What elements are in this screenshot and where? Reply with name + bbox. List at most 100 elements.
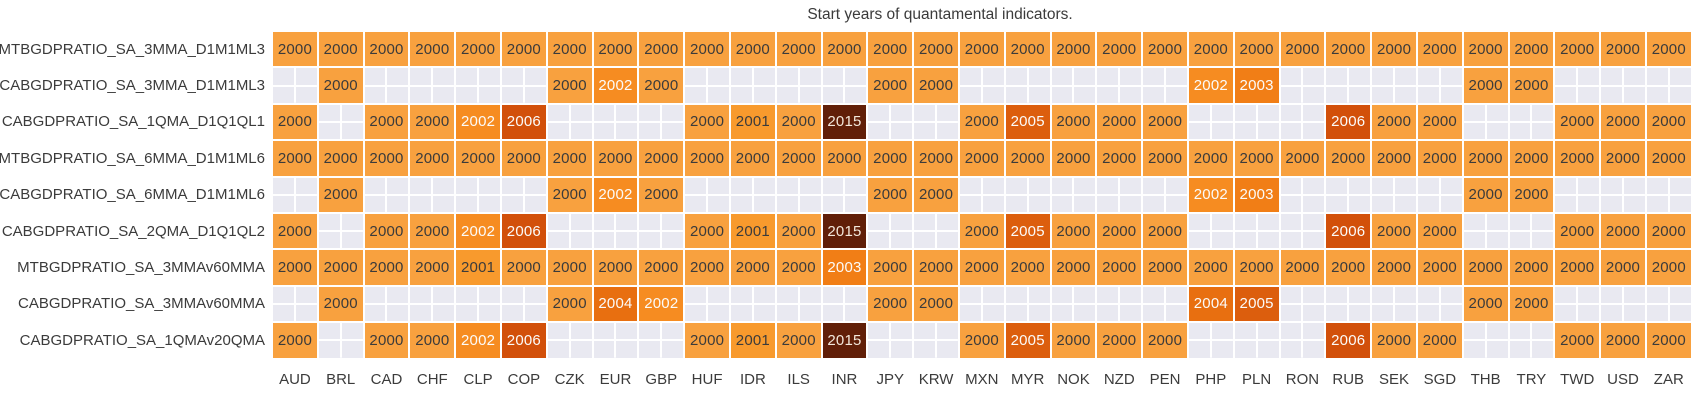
heatmap-empty-cell <box>776 68 821 103</box>
heatmap-cell: 2000 <box>1601 141 1645 176</box>
column-label: CAD <box>370 370 403 388</box>
chart-title: Start years of quantamental indicators. <box>807 6 1073 23</box>
heatmap-cell: 2000 <box>273 213 317 249</box>
heatmap-cell: 2000 <box>914 32 958 67</box>
heatmap-cell: 2000 <box>593 250 638 285</box>
heatmap-cell: 2005 <box>1005 323 1050 358</box>
column-label: EUR <box>599 370 632 388</box>
heatmap-cell: 2000 <box>1509 32 1554 67</box>
heatmap-empty-cell <box>1005 68 1050 103</box>
heatmap-cell: 2000 <box>1051 32 1096 67</box>
heatmap-cell: 2000 <box>822 141 867 176</box>
column-label: CZK <box>554 370 585 388</box>
heatmap-cell: 2000 <box>1417 141 1462 176</box>
heatmap-cell: 2000 <box>1601 213 1645 249</box>
row-label: CABGDPRATIO_SA_3MMA_D1M1ML3 <box>0 77 265 95</box>
heatmap-cell: 2004 <box>1188 286 1233 322</box>
heatmap-cell: 2000 <box>1646 213 1691 249</box>
heatmap-cell: 2000 <box>1372 213 1416 249</box>
heatmap-cell: 2000 <box>501 250 546 285</box>
heatmap-cell: 2000 <box>1601 104 1645 140</box>
heatmap-cell: 2000 <box>730 141 775 176</box>
row-label: CABGDPRATIO_SA_1QMAv20QMA <box>19 331 265 349</box>
heatmap-cell: 2000 <box>1188 32 1233 67</box>
heatmap-cell: 2000 <box>959 32 1004 67</box>
heatmap-empty-cell <box>1646 286 1691 322</box>
column-label: THB <box>1470 370 1501 388</box>
heatmap-cell: 2000 <box>1509 68 1554 103</box>
column-label: RON <box>1285 370 1320 388</box>
heatmap-cell: 2005 <box>1234 286 1279 322</box>
row-label: MTBGDPRATIO_SA_3MMAv60MMA <box>17 259 265 277</box>
heatmap-empty-cell <box>1188 323 1233 358</box>
heatmap-empty-cell <box>456 286 500 322</box>
heatmap-cell: 2000 <box>364 32 409 67</box>
heatmap-cell: 2000 <box>1509 250 1554 285</box>
heatmap-empty-cell <box>410 286 455 322</box>
heatmap-cell: 2000 <box>1097 104 1142 140</box>
heatmap-empty-cell <box>1601 68 1645 103</box>
heatmap-empty-cell <box>1646 68 1691 103</box>
heatmap-cell: 2006 <box>501 323 546 358</box>
heatmap-empty-cell <box>1280 177 1325 212</box>
column-label: ZAR <box>1653 370 1684 388</box>
heatmap-cell: 2000 <box>685 32 729 67</box>
heatmap-cell: 2000 <box>1555 213 1600 249</box>
heatmap-cell: 2001 <box>730 213 775 249</box>
heatmap-cell: 2000 <box>959 104 1004 140</box>
row-label: CABGDPRATIO_SA_3MMAv60MMA <box>17 295 265 313</box>
heatmap-empty-cell <box>273 68 317 103</box>
heatmap-cell: 2000 <box>868 177 913 212</box>
heatmap-cell: 2000 <box>1188 250 1233 285</box>
heatmap-cell: 2000 <box>364 323 409 358</box>
heatmap-cell: 2000 <box>1097 32 1142 67</box>
heatmap-empty-cell <box>776 286 821 322</box>
heatmap-empty-cell <box>959 286 1004 322</box>
heatmap-empty-cell <box>1143 177 1187 212</box>
heatmap-cell: 2000 <box>1463 177 1508 212</box>
heatmap-cell: 2002 <box>1188 68 1233 103</box>
heatmap-empty-cell <box>364 177 409 212</box>
heatmap-cell: 2000 <box>1417 32 1462 67</box>
heatmap-cell: 2000 <box>1463 250 1508 285</box>
heatmap-cell: 2000 <box>410 213 455 249</box>
heatmap-empty-cell <box>1326 286 1371 322</box>
heatmap-cell: 2002 <box>1188 177 1233 212</box>
column-label: JPY <box>876 370 905 388</box>
heatmap-cell: 2000 <box>776 213 821 249</box>
heatmap-cell: 2000 <box>1051 323 1096 358</box>
heatmap-empty-cell <box>730 286 775 322</box>
heatmap-empty-cell <box>501 286 546 322</box>
heatmap-empty-cell <box>501 177 546 212</box>
column-label: MXN <box>965 370 999 388</box>
column-label: MYR <box>1010 370 1045 388</box>
heatmap-cell: 2000 <box>1143 250 1187 285</box>
heatmap-empty-cell <box>822 68 867 103</box>
heatmap-cell: 2000 <box>685 104 729 140</box>
heatmap-cell: 2001 <box>456 250 500 285</box>
heatmap-cell: 2000 <box>593 141 638 176</box>
heatmap-cell: 2000 <box>1417 213 1462 249</box>
heatmap-empty-cell <box>1509 104 1554 140</box>
heatmap-cell: 2000 <box>1051 213 1096 249</box>
heatmap-empty-cell <box>1601 286 1645 322</box>
heatmap-cell: 2000 <box>1280 250 1325 285</box>
heatmap-cell: 2000 <box>685 250 729 285</box>
heatmap-empty-cell <box>1005 177 1050 212</box>
heatmap-cell: 2000 <box>1280 32 1325 67</box>
row-label: MTBGDPRATIO_SA_3MMA_D1M1ML3 <box>0 40 265 58</box>
heatmap-cell: 2000 <box>1555 141 1600 176</box>
heatmap-empty-cell <box>547 213 592 249</box>
heatmap-cell: 2000 <box>501 141 546 176</box>
heatmap-cell: 2000 <box>456 32 500 67</box>
heatmap-cell: 2000 <box>1143 104 1187 140</box>
heatmap-empty-cell <box>501 68 546 103</box>
heatmap-cell: 2000 <box>1097 323 1142 358</box>
column-label: COP <box>507 370 541 388</box>
column-label: NZD <box>1103 370 1135 388</box>
heatmap-cell: 2006 <box>1326 323 1371 358</box>
row-label: CABGDPRATIO_SA_1QMA_D1Q1QL1 <box>1 113 265 131</box>
heatmap-empty-cell <box>822 286 867 322</box>
heatmap-empty-cell <box>1372 177 1416 212</box>
heatmap-empty-cell <box>685 177 729 212</box>
